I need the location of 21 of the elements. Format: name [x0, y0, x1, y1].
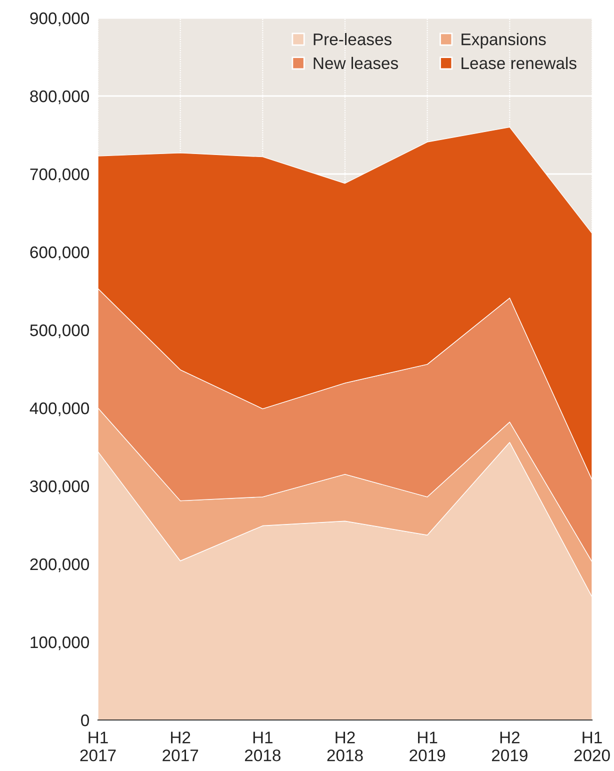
y-tick-label: 500,000 — [30, 324, 90, 338]
y-tick-label: 700,000 — [30, 168, 90, 182]
y-tick-label: 100,000 — [30, 636, 90, 650]
legend-label: New leases — [314, 56, 398, 70]
legend-label: Lease renewals — [462, 56, 576, 70]
x-tick-label: H1 2020 — [574, 732, 610, 762]
y-tick-label: 800,000 — [30, 90, 90, 104]
x-tick-label: H2 2017 — [162, 732, 198, 762]
y-tick-label: 900,000 — [30, 12, 90, 26]
x-tick-label: H2 2019 — [492, 732, 528, 762]
x-tick-label: H1 2017 — [80, 732, 116, 762]
legend-label: Expansions — [462, 33, 546, 49]
y-tick-label: 300,000 — [30, 480, 90, 494]
legend-label: Pre-leases — [314, 33, 392, 46]
y-tick-label: 0 — [81, 714, 90, 726]
x-tick-label: H1 2018 — [244, 732, 280, 762]
y-tick-label: 200,000 — [30, 558, 90, 572]
y-tick-label: 600,000 — [30, 246, 90, 260]
x-tick-label: H2 2018 — [327, 732, 363, 762]
y-tick-label: 400,000 — [30, 402, 90, 416]
x-tick-label: H1 2019 — [410, 732, 446, 762]
